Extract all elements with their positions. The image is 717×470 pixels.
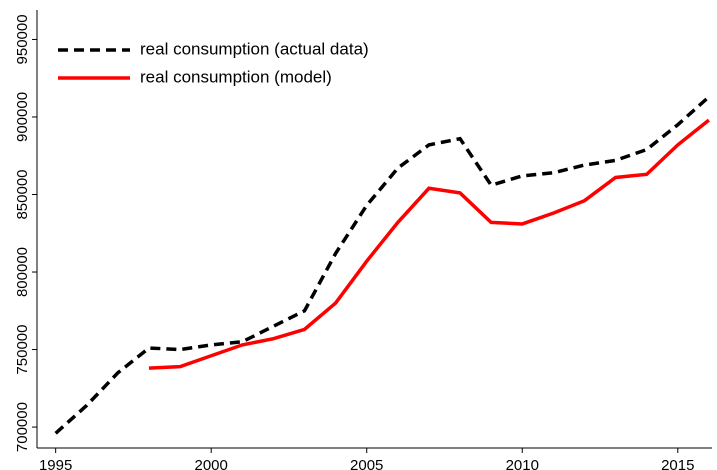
series-line	[54, 95, 711, 435]
x-tick-label: 2005	[350, 457, 383, 470]
x-tick-label: 2015	[661, 457, 694, 470]
series-line	[148, 118, 710, 370]
y-tick-label: 750000	[14, 325, 31, 375]
x-tick-label: 2000	[195, 457, 228, 470]
x-tick-label: 1995	[39, 457, 72, 470]
y-tick-label: 900000	[14, 92, 31, 142]
y-tick-label: 850000	[14, 169, 31, 219]
legend-label: real consumption (actual data)	[140, 39, 369, 58]
legend-label: real consumption (model)	[140, 67, 332, 86]
y-tick-label: 700000	[14, 402, 31, 452]
x-tick-label: 2010	[506, 457, 539, 470]
y-tick-label: 950000	[14, 14, 31, 64]
y-tick-label: 800000	[14, 247, 31, 297]
